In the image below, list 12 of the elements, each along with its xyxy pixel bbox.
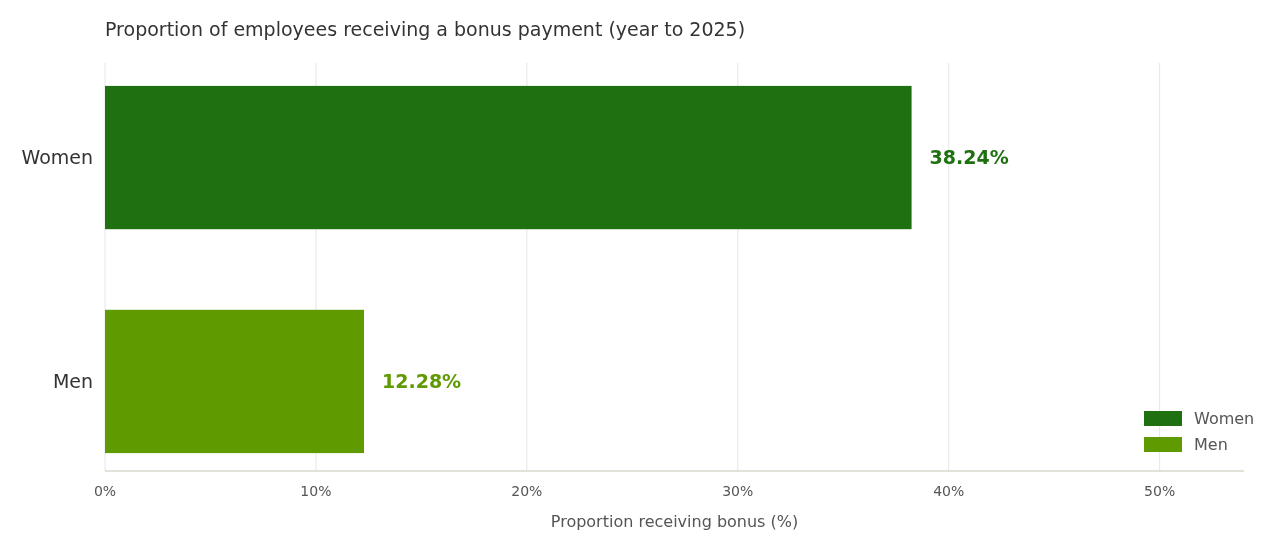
x-tick-label: 40% xyxy=(933,483,965,499)
x-tick-label: 50% xyxy=(1144,483,1176,499)
x-tick-label: 30% xyxy=(722,483,754,499)
x-tick-label: 20% xyxy=(511,483,543,499)
data-label: 38.24% xyxy=(929,146,1009,169)
x-tick-label: 0% xyxy=(93,483,117,499)
data-label: 12.28% xyxy=(382,370,462,393)
legend-label: Men xyxy=(1194,435,1228,455)
chart-title: Proportion of employees receiving a bonus payment (year to 2025) xyxy=(105,18,746,40)
x-axis-title: Proportion receiving bonus (%) xyxy=(550,512,799,531)
legend-label: Women xyxy=(1194,409,1255,429)
x-tick-label: 10% xyxy=(300,483,332,499)
